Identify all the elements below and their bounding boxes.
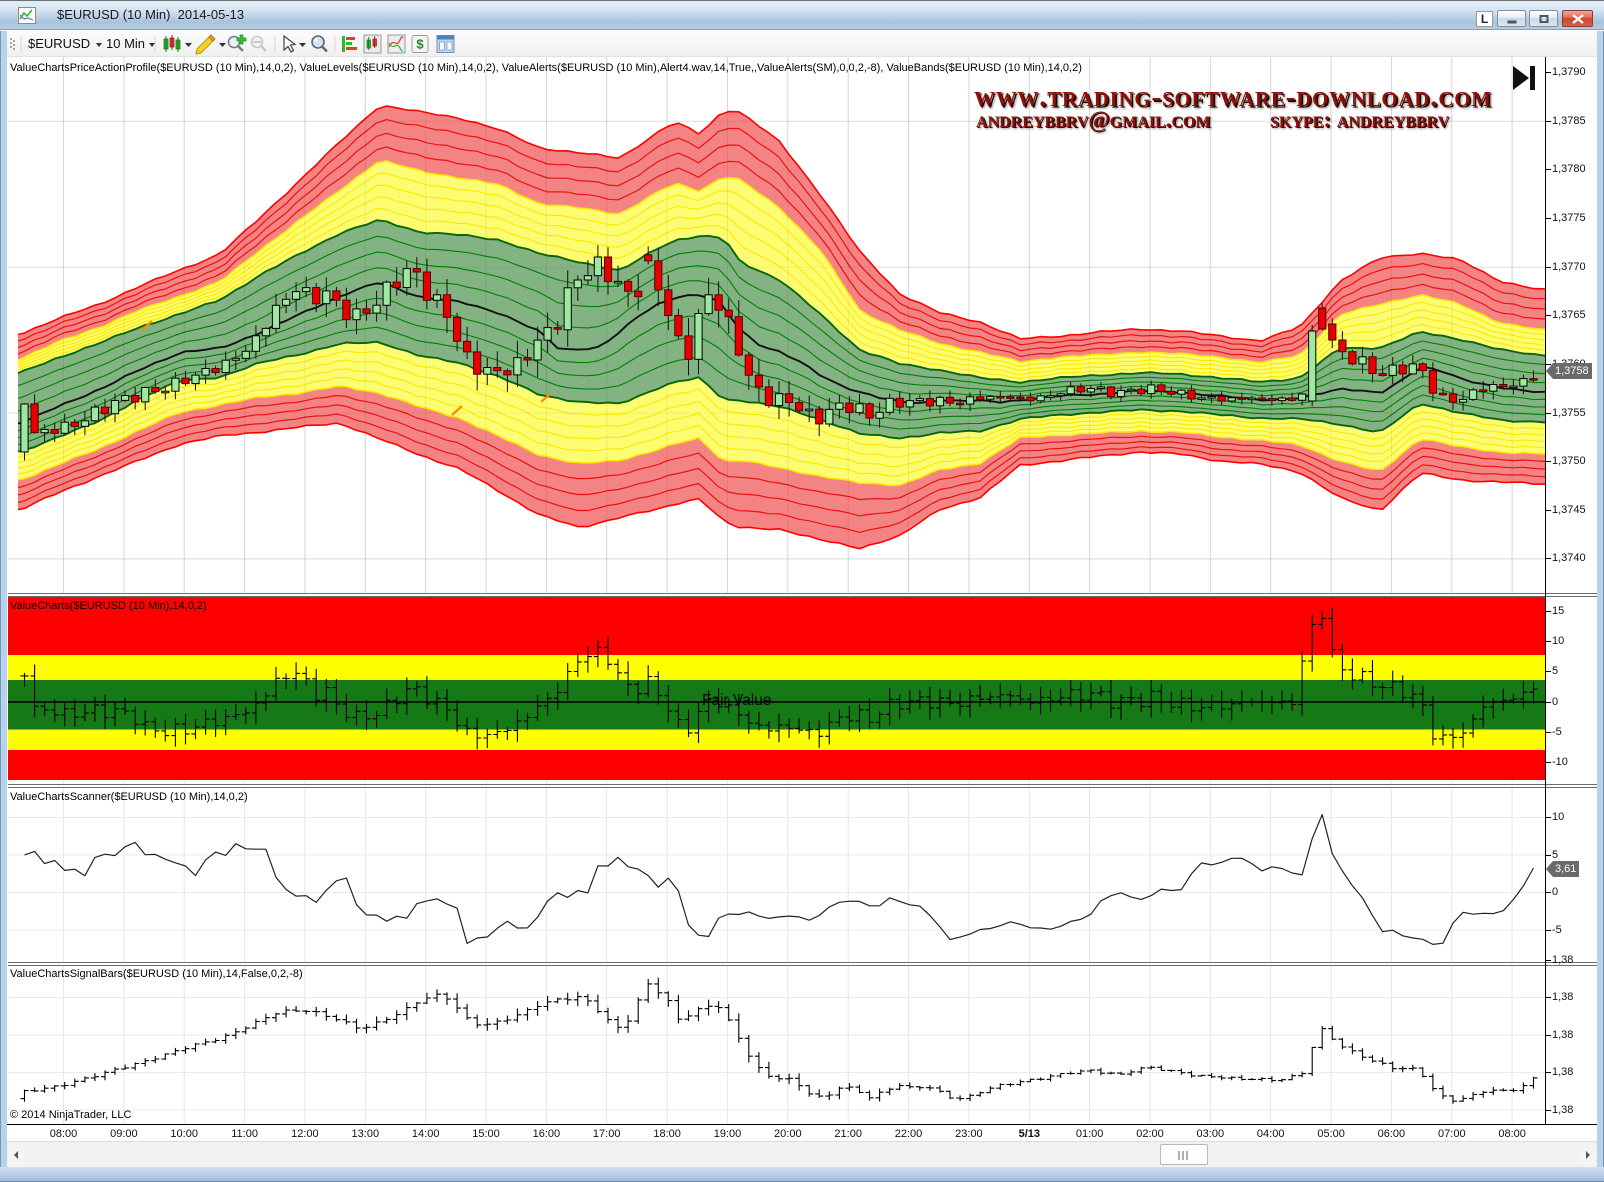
svg-text:$: $	[416, 37, 424, 52]
